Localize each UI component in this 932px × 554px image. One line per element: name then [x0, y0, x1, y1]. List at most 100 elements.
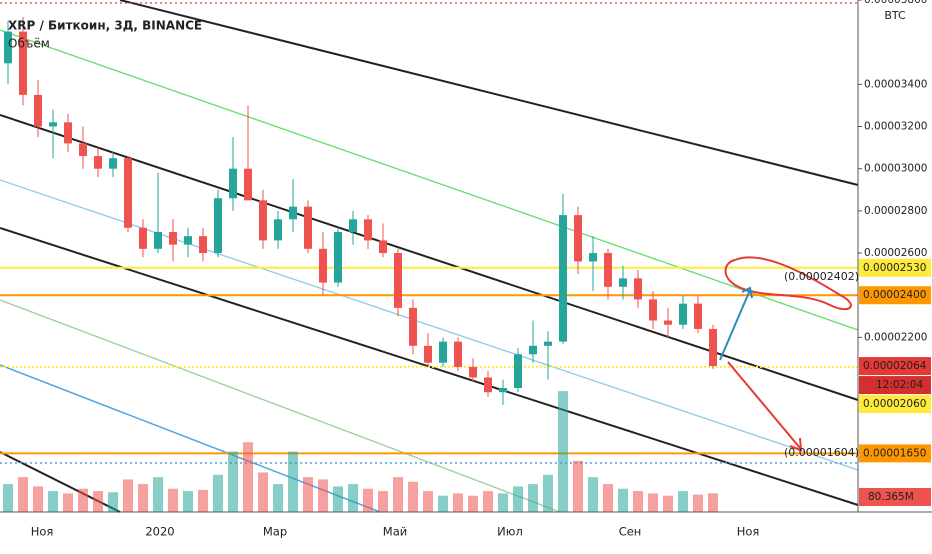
price-badge-label: 0.00002400: [863, 289, 926, 301]
candle-body: [259, 200, 267, 241]
volume-bar: [678, 491, 688, 512]
annotation: (0.00002402): [784, 270, 859, 283]
volume-bar: [498, 493, 508, 512]
volume-bar: [708, 493, 718, 512]
volume-bar: [363, 488, 373, 512]
candle-body: [334, 231, 342, 283]
price-badge: [859, 258, 931, 277]
candle-body: [559, 215, 567, 342]
volume-bar: [378, 491, 388, 512]
volume-bar: [63, 493, 73, 512]
candle-body: [49, 122, 57, 127]
annotation: (0.00001604): [784, 446, 859, 459]
volume-bar: [183, 491, 193, 512]
y-tick-label: 0.00003200: [864, 121, 927, 133]
candle-body: [349, 219, 357, 232]
x-tick-label: Сен: [619, 525, 642, 539]
price-badge: [859, 395, 931, 414]
candle-body: [649, 299, 657, 321]
candle-body: [229, 168, 237, 199]
volume-bar: [93, 491, 103, 512]
candle-body: [619, 278, 627, 287]
time-badge: [859, 376, 931, 395]
candle-body: [514, 354, 522, 389]
volume-bar: [333, 486, 343, 512]
price-badge-label: 0.00002064: [863, 360, 927, 372]
volume-bar: [48, 491, 58, 512]
price-badge-label: 0.00002060: [863, 398, 926, 410]
candle-body: [544, 341, 552, 346]
price-badge-label: 0.00001650: [863, 447, 926, 459]
y-tick-label: 0.00003800: [864, 0, 927, 6]
volume-bar: [123, 479, 133, 512]
candle-body: [169, 231, 177, 245]
x-tick-label: 2020: [145, 525, 174, 539]
volume-bar: [558, 391, 568, 512]
volume-bar: [78, 488, 88, 512]
volume-bar: [423, 491, 433, 512]
candle-body: [439, 341, 447, 363]
volume-bar: [693, 494, 703, 512]
volume-bar: [603, 484, 613, 512]
volume-bar: [138, 484, 148, 512]
candle-body: [529, 345, 537, 355]
volume-bar: [33, 486, 43, 512]
candle-body: [364, 219, 372, 241]
volume-bar: [108, 492, 118, 512]
price-badge: [859, 444, 931, 463]
volume-bar: [438, 495, 448, 512]
price-badge: [859, 357, 931, 376]
countdown: 12:02:04: [876, 379, 923, 391]
x-tick-label: Май: [383, 525, 407, 539]
volume-bar: [588, 477, 598, 512]
volume-bars: [3, 391, 718, 512]
volume-bar: [228, 451, 238, 512]
volume-bar: [213, 474, 223, 512]
volume-bar: [468, 495, 478, 512]
x-tick-label: Июл: [497, 525, 523, 539]
candle-body: [709, 328, 717, 367]
candle-body: [289, 206, 297, 220]
candle-body: [589, 253, 597, 262]
volume-bar: [408, 481, 418, 512]
y-tick-label: 0.00002600: [864, 247, 927, 259]
volume-bar: [258, 472, 268, 512]
candle-body: [94, 156, 102, 169]
candle-body: [394, 253, 402, 308]
volume-bar: [168, 488, 178, 512]
volume-bar: [618, 488, 628, 512]
volume-bar: [513, 486, 523, 512]
candle-body: [694, 303, 702, 329]
volume-bar: [393, 477, 403, 512]
volume-bar: [453, 493, 463, 512]
candle-body: [424, 345, 432, 363]
candle-body: [124, 158, 132, 228]
chart-title: XRP / Биткоин, 3Д, BINANCE: [8, 19, 202, 33]
volume-bar: [273, 484, 283, 512]
volume-bar: [198, 489, 208, 512]
x-tick-label: Ноя: [31, 525, 54, 539]
y-tick-label: 0.00003400: [864, 78, 927, 90]
candle-body: [379, 240, 387, 254]
candle-body: [184, 236, 192, 245]
candle-body: [604, 253, 612, 287]
y-tick-label: 0.00002200: [864, 331, 927, 343]
price-badge-label: 0.00002530: [863, 262, 926, 274]
candles: [4, 16, 717, 405]
volume-bar: [543, 474, 553, 512]
candle-body: [64, 122, 72, 144]
volume-badge: [859, 488, 931, 506]
volume-bar: [633, 491, 643, 512]
candle-body: [679, 303, 687, 325]
candle-body: [139, 227, 147, 249]
candle-body: [454, 341, 462, 367]
volume-bar: [528, 484, 538, 512]
candle-body: [109, 158, 117, 169]
axis-unit: BTC: [884, 9, 906, 22]
candle-body: [214, 198, 222, 254]
candle-body: [304, 206, 312, 249]
x-tick-label: Мар: [263, 525, 287, 539]
volume-bar: [573, 460, 583, 512]
volume-bar: [663, 495, 673, 512]
